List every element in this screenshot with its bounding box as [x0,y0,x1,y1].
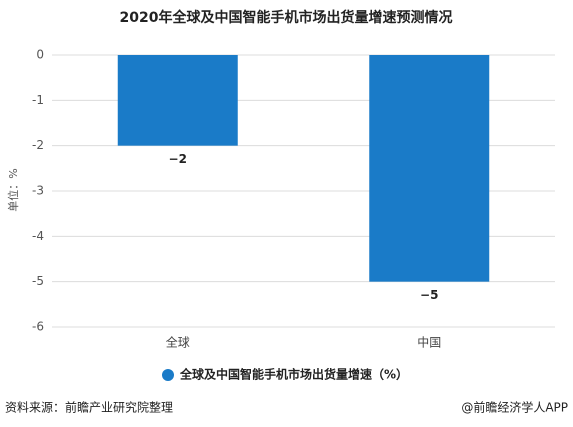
legend-marker [162,369,174,381]
x-tick-label: 全球 [166,335,190,350]
legend-label: 全球及中国智能手机市场出货量增速（%） [179,367,408,382]
y-tick-label: 0 [36,48,44,62]
y-tick-label: -6 [32,320,44,334]
bar [117,55,238,146]
data-label: −2 [169,152,187,166]
x-tick-label: 中国 [417,335,441,350]
data-label: −5 [420,288,438,302]
y-tick-label: -1 [32,93,44,107]
chart-title: 2020年全球及中国智能手机市场出货量增速预测情况 [120,9,453,26]
y-axis-label: 单位：% [6,168,20,211]
source: 资料来源：前瞻产业研究院整理 [5,400,173,415]
bar [369,55,490,282]
y-tick-label: -4 [32,229,44,243]
y-tick-label: -5 [32,274,44,288]
y-tick-label: -3 [32,184,44,198]
footer: @前瞻经济学人APP [461,400,568,415]
y-tick-label: -2 [32,138,44,152]
